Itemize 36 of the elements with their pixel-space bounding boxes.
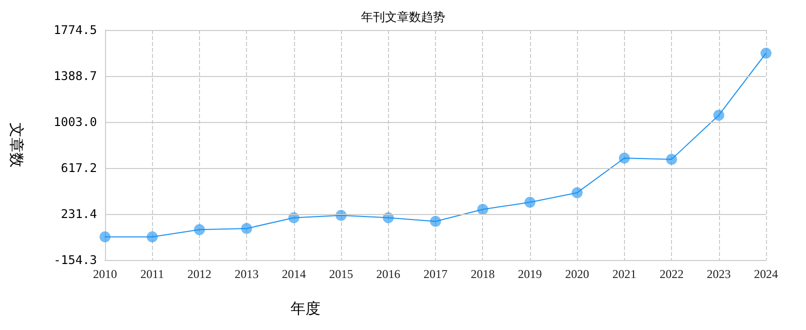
point <box>100 231 110 242</box>
y-axis-title: 文章数 <box>8 122 24 168</box>
x-axis-title: 年度 <box>290 300 320 318</box>
y-tick-label: 1774.5 <box>54 23 97 37</box>
point <box>524 196 536 208</box>
point <box>618 152 630 164</box>
x-tick-label: 2013 <box>234 267 259 281</box>
y-tick-label: -154.3 <box>54 253 97 267</box>
x-tick-label: 2021 <box>612 267 636 281</box>
x-tick-label: 2019 <box>518 267 542 281</box>
point <box>760 48 772 59</box>
point <box>477 204 488 215</box>
x-tick-label: 2024 <box>754 267 778 281</box>
point <box>146 231 158 242</box>
y-tick-label: 231.4 <box>60 207 97 222</box>
point <box>430 216 441 227</box>
x-tick-label: 2018 <box>470 267 495 281</box>
y-tick-label: 1003.0 <box>54 115 97 129</box>
x-tick-label: 2022 <box>660 267 684 281</box>
x-tick-label: 2016 <box>376 267 400 281</box>
y-tick-label: 1388.7 <box>54 69 97 84</box>
chart-title: 年刊文章数趋势 <box>361 10 445 24</box>
point <box>572 187 583 198</box>
x-tick-label: 2015 <box>329 267 354 281</box>
x-tick-label: 2023 <box>706 267 731 281</box>
point <box>241 222 252 234</box>
x-tick-label: 2014 <box>282 267 306 281</box>
x-tick-label: 2010 <box>93 267 117 281</box>
y-tick-label: 617.2 <box>60 161 97 175</box>
point <box>194 224 205 236</box>
x-tick-label: 2020 <box>565 267 590 281</box>
point <box>713 110 724 121</box>
point <box>666 154 678 165</box>
x-tick-label: 2012 <box>187 267 212 281</box>
x-tick-label: 2011 <box>140 267 164 281</box>
x-tick-label: 2017 <box>424 267 448 281</box>
